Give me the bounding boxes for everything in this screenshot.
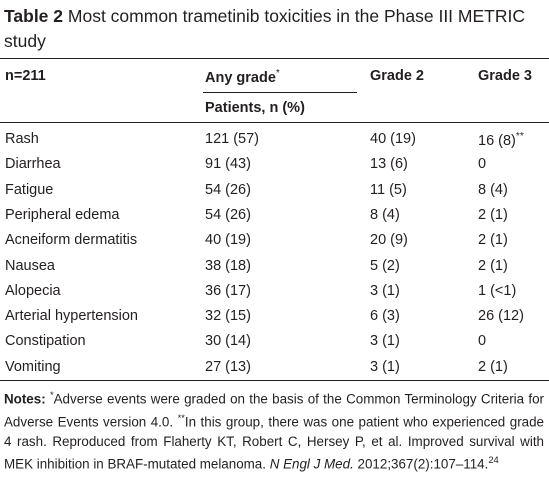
rule bbox=[0, 58, 549, 59]
row-label: Nausea bbox=[5, 257, 55, 274]
header-cell: Any grade* bbox=[205, 68, 280, 86]
table-cell: 2 (1) bbox=[478, 358, 508, 375]
table-cell: 30 (14) bbox=[205, 333, 251, 350]
table-cell: 2 (1) bbox=[478, 206, 508, 223]
table-cell: 3 (1) bbox=[370, 333, 400, 350]
table-cell: 3 (1) bbox=[370, 358, 400, 375]
citation: 2012;367(2):107–114. bbox=[353, 456, 489, 472]
title-text: Most common trametinib toxicities in the… bbox=[4, 6, 525, 51]
note-text: In this group, there was one patient who… bbox=[4, 414, 545, 472]
table-cell: 0 bbox=[478, 156, 487, 173]
table-cell: 26 (12) bbox=[478, 308, 524, 325]
row-label: Rash bbox=[5, 131, 39, 147]
table-cell: 8 (4) bbox=[478, 181, 508, 198]
row-label: Acneiform dermatitis bbox=[5, 232, 138, 249]
notes-label: Notes: bbox=[4, 391, 46, 407]
row-label: Constipation bbox=[5, 333, 86, 350]
table-label: Table 2 bbox=[4, 6, 64, 26]
rule bbox=[203, 92, 357, 93]
table-cell: 20 (9) bbox=[370, 232, 408, 249]
header-cell: Grade 2 bbox=[370, 68, 424, 84]
rule bbox=[0, 122, 549, 123]
row-label: Vomiting bbox=[5, 358, 61, 375]
table-cell: 0 bbox=[478, 333, 487, 350]
header-text: Any grade bbox=[205, 69, 276, 86]
footnote-mark: ** bbox=[177, 412, 185, 423]
table-cell: 5 (2) bbox=[370, 257, 400, 274]
row-label: Arterial hypertension bbox=[5, 308, 138, 325]
table-cell: 40 (19) bbox=[370, 131, 416, 147]
row-label: Diarrhea bbox=[5, 156, 61, 173]
table-cell: 40 (19) bbox=[205, 232, 251, 249]
header-cell: n=211 bbox=[5, 68, 46, 84]
table-cell: 32 (15) bbox=[205, 308, 251, 325]
table-title: Table 2 Most common trametinib toxicitie… bbox=[4, 4, 544, 54]
rule bbox=[0, 380, 549, 381]
footnote-mark: * bbox=[275, 68, 280, 79]
journal: N Engl J Med. bbox=[269, 456, 354, 472]
row-label: Alopecia bbox=[5, 282, 61, 299]
header-cell: Grade 3 bbox=[478, 68, 532, 84]
table-cell: 54 (26) bbox=[205, 181, 251, 198]
row-label: Peripheral edema bbox=[5, 206, 120, 223]
table-cell: 27 (13) bbox=[205, 358, 251, 375]
note-text: Adverse events were graded on the basis … bbox=[4, 391, 544, 430]
table-cell: 8 (4) bbox=[370, 206, 400, 223]
table-cell: 38 (18) bbox=[205, 257, 251, 274]
table-cell: 2 (1) bbox=[478, 257, 508, 274]
table-cell: 91 (43) bbox=[205, 156, 251, 173]
table-cell: 11 (5) bbox=[370, 181, 407, 198]
header-cell: Patients, n (%) bbox=[205, 100, 305, 116]
table-cell: 36 (17) bbox=[205, 282, 251, 299]
table-cell: 6 (3) bbox=[370, 308, 400, 325]
table-cell: 2 (1) bbox=[478, 232, 508, 249]
footnote-mark: * bbox=[49, 390, 54, 400]
table-cell: 16 (8)** bbox=[478, 131, 524, 149]
table-cell: 13 (6) bbox=[370, 156, 408, 173]
footnote-mark: ** bbox=[515, 131, 524, 142]
table-cell: 121 (57) bbox=[205, 131, 260, 147]
table-cell: 54 (26) bbox=[205, 206, 251, 223]
notes: Notes: *Adverse events were graded on th… bbox=[4, 386, 544, 474]
table-cell: 3 (1) bbox=[370, 282, 400, 299]
table-cell: 1 (<1) bbox=[478, 282, 517, 299]
row-label: Fatigue bbox=[5, 181, 54, 198]
reference: 24 bbox=[488, 455, 499, 466]
